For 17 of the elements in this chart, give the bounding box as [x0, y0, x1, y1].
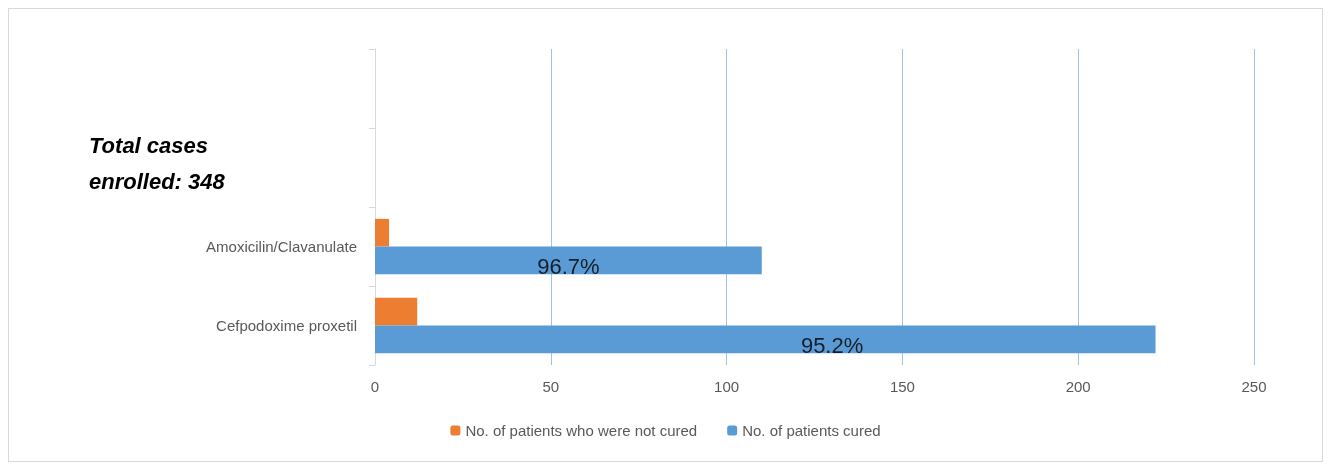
- x-tick-label: 250: [1241, 378, 1267, 395]
- annotation: 95.2%: [800, 333, 864, 358]
- x-tick-label: 50: [542, 378, 560, 395]
- x-tick-label: 0: [370, 378, 380, 395]
- legend-label: No. of patients cured: [742, 422, 881, 439]
- text: Total cases enrolled: 348: [89, 132, 226, 194]
- bar: [375, 218, 390, 247]
- legend-label: No. of patients who were not cured: [465, 422, 698, 439]
- bar: [375, 297, 418, 326]
- bar: [375, 325, 1156, 354]
- x-tick-label: 100: [714, 378, 740, 395]
- x-tick-label: 150: [889, 378, 915, 395]
- y-tick-label: Cefpodoxime proxetil: [216, 317, 357, 334]
- x-tick-label: 200: [1065, 378, 1091, 395]
- annotation: 96.7%: [537, 254, 600, 279]
- y-tick-label: Amoxicilin/Clavanulate: [206, 238, 357, 255]
- bar: [375, 246, 762, 275]
